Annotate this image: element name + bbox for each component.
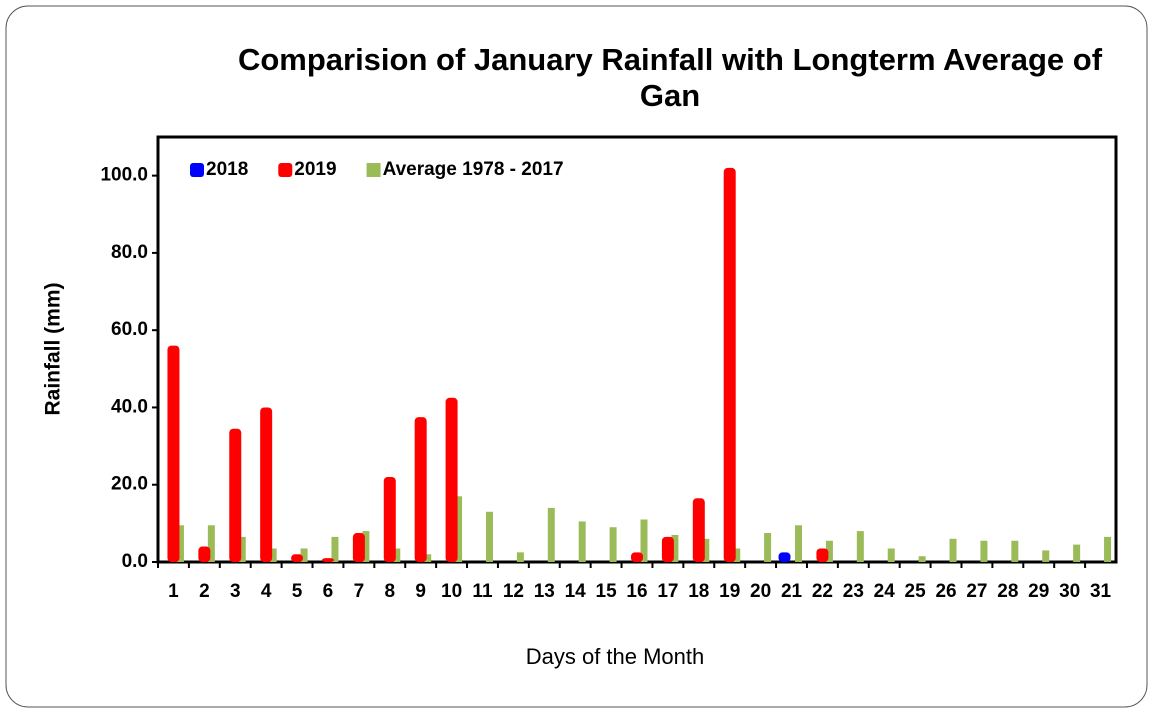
x-tick-label: 31 [1090,581,1112,602]
x-tick-label: 29 [1028,581,1049,602]
y-tick-label: 40.0 [111,396,148,417]
x-tick-label: 12 [503,581,524,602]
y-tick-label: 100.0 [100,165,148,186]
bar [816,548,829,562]
x-tick-label: 15 [596,581,618,602]
bar [702,538,710,562]
bar [269,548,277,562]
x-tick-label: 1 [168,581,179,602]
bar [383,477,396,562]
x-tick-label: 22 [812,581,833,602]
bar [176,525,184,562]
bar [260,407,273,562]
bar [198,546,211,562]
bar [331,536,339,562]
bar [1073,544,1081,562]
y-tick-label: 60.0 [111,319,148,340]
bar [516,552,524,562]
bar [723,167,736,562]
bar [414,417,427,562]
bar [671,534,679,562]
chart-title: Comparision of January Rainfall with Lon… [237,42,1103,113]
bar [229,428,242,562]
bar [238,536,246,562]
bar [321,558,334,562]
bar [547,507,555,562]
bar [352,533,365,562]
legend-label: 2019 [294,159,336,180]
x-tick-label: 11 [472,581,493,602]
x-tick-label: 30 [1059,581,1080,602]
bar [692,498,705,562]
bar [949,538,957,562]
x-tick-label: 28 [997,581,1018,602]
bar [778,552,791,562]
bar [578,521,586,562]
y-tick-label: 0.0 [122,551,148,572]
x-tick-label: 5 [292,581,303,602]
y-tick-label: 80.0 [111,242,148,263]
x-tick-label: 20 [750,581,771,602]
bar [1104,536,1112,562]
x-tick-label: 25 [905,581,927,602]
bar [424,554,432,562]
bar [918,556,926,562]
x-tick-label: 13 [534,581,555,602]
legend-swatch [366,163,381,177]
bar [764,533,772,562]
bar [445,397,458,562]
bar [733,548,741,562]
bar [980,540,988,562]
y-tick-label: 20.0 [111,474,148,495]
bar [1011,540,1019,562]
bar [640,519,648,562]
bar [291,554,304,562]
x-tick-label: 7 [354,581,365,602]
bar [1042,550,1050,562]
legend-label: 2018 [206,159,248,180]
bar [167,345,180,562]
legend-label: Average 1978 - 2017 [383,159,564,180]
x-tick-label: 14 [565,581,587,602]
x-tick-label: 8 [384,581,395,602]
bar [825,540,833,562]
x-tick-label: 18 [688,581,709,602]
bar [609,527,617,562]
x-tick-label: 24 [874,581,896,602]
x-tick-label: 6 [323,581,334,602]
x-tick-label: 2 [199,581,210,602]
bar [795,525,803,562]
y-axis-label: Rainfall (mm) [42,282,65,415]
x-tick-label: 27 [966,581,987,602]
x-tick-label: 21 [781,581,803,602]
x-tick-label: 16 [626,581,647,602]
x-axis-label: Days of the Month [526,644,705,669]
bar [631,552,643,562]
x-tick-label: 26 [935,581,956,602]
bar [207,525,215,562]
x-tick-label: 3 [230,581,241,602]
bar [362,531,370,562]
bar [485,511,493,562]
x-tick-label: 17 [657,581,678,602]
legend-swatch [278,163,293,177]
x-tick-label: 4 [261,581,272,602]
x-tick-label: 9 [415,581,426,602]
bar [887,548,895,562]
x-tick-label: 23 [843,581,864,602]
bar [300,548,308,562]
x-tick-label: 10 [441,581,462,602]
legend-swatch [190,163,204,177]
bar [856,531,864,562]
x-tick-label: 19 [719,581,740,602]
bar [661,536,674,562]
bar [393,548,401,562]
bar [455,496,463,562]
